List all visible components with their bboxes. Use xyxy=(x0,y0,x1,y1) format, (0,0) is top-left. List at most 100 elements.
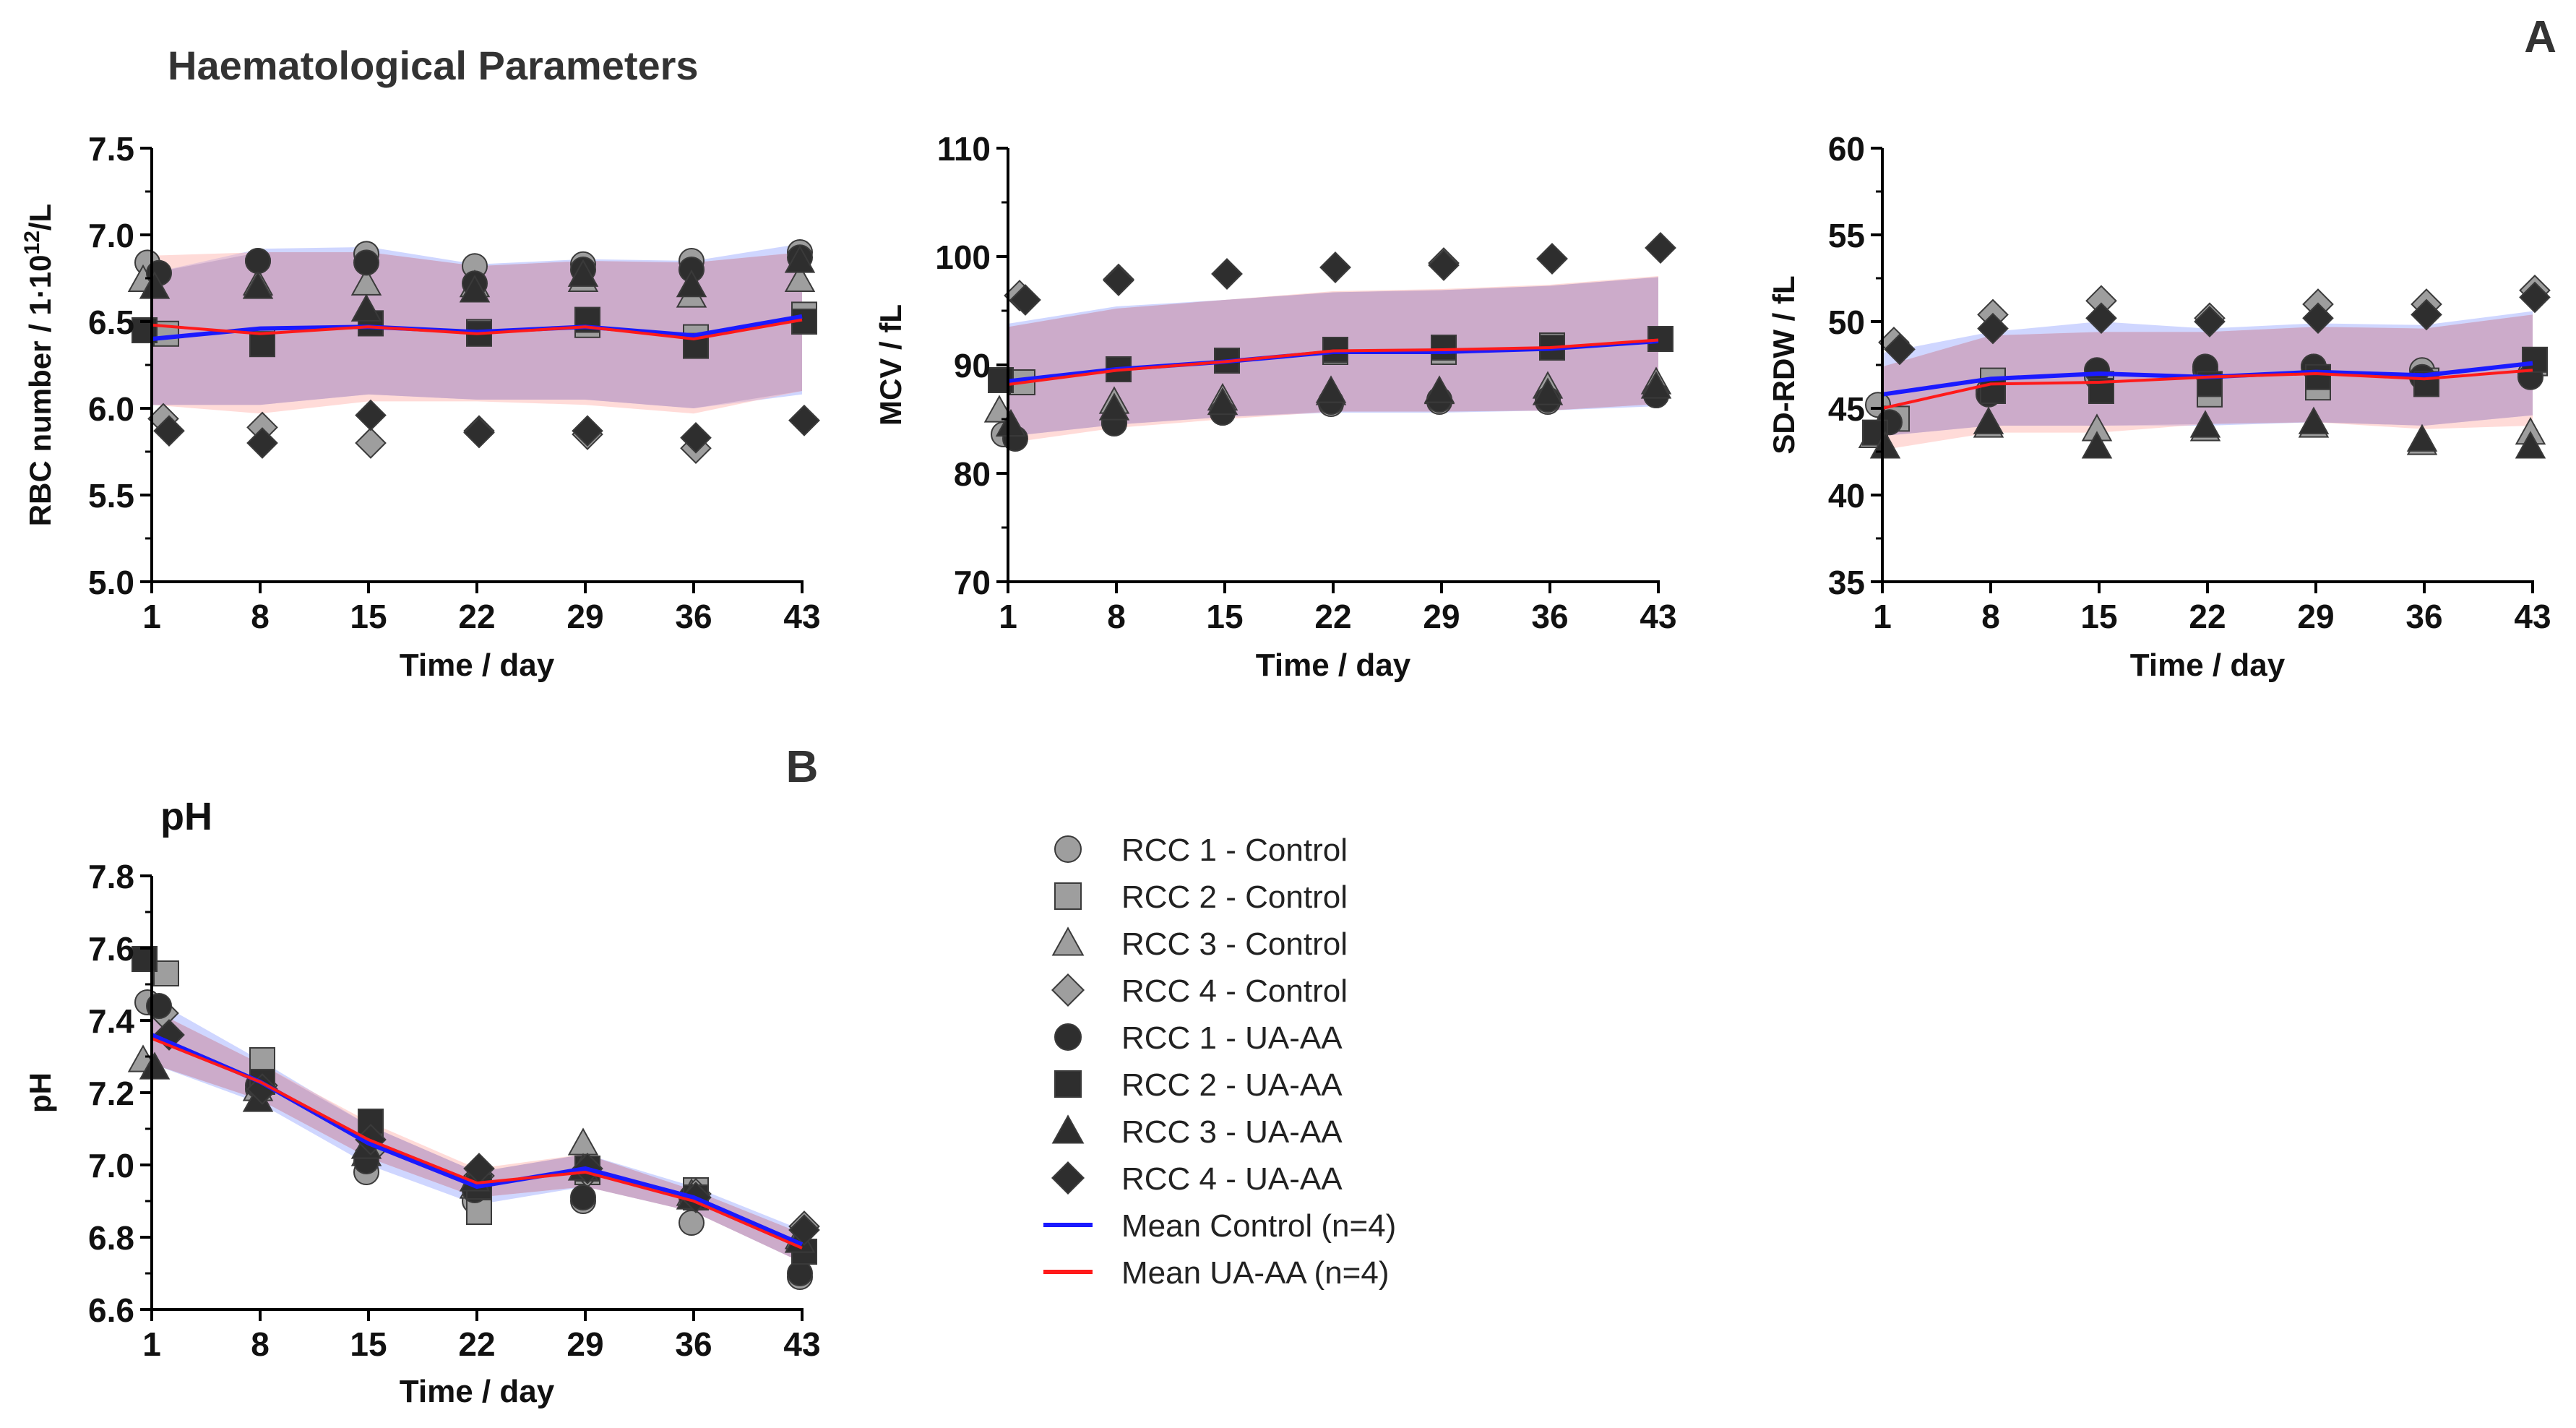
x-tick-label: 36 xyxy=(675,1325,712,1363)
x-tick-label: 8 xyxy=(251,1325,270,1363)
x-tick-label: 29 xyxy=(2297,598,2334,635)
data-point-rcc-1-ua-aa-day-43 xyxy=(787,1260,813,1286)
data-point-rcc-4-ua-aa-day-43 xyxy=(788,1214,820,1246)
x-tick-label: 22 xyxy=(2189,598,2226,635)
y-tick-label: 100 xyxy=(935,238,991,276)
x-tick-label: 1 xyxy=(142,1325,161,1363)
data-point-rcc-3-ua-aa-day-8 xyxy=(242,271,274,299)
legend-item: RCC 3 - UA-AA xyxy=(1051,1114,1343,1150)
x-tick-label: 15 xyxy=(1206,598,1243,635)
x-tick-label: 8 xyxy=(1107,598,1126,635)
y-tick-label: 45 xyxy=(1828,390,1865,428)
x-tick-label: 29 xyxy=(1423,598,1460,635)
legend-item: RCC 1 - UA-AA xyxy=(1054,1020,1343,1056)
data-point-rcc-2-ua-aa-day-29 xyxy=(2305,364,2331,390)
mean-uaaa-line xyxy=(1882,369,2533,410)
data-point-rcc-4-ua-aa-day-36 xyxy=(1536,243,1568,275)
data-point-rcc-3-ua-aa-day-15 xyxy=(1207,387,1239,416)
legend-diamond-swatch xyxy=(1051,1161,1085,1195)
data-point-rcc-2-ua-aa-day-43 xyxy=(1647,326,1673,352)
x-tick-label: 36 xyxy=(2405,598,2442,635)
legend-item: RCC 2 - UA-AA xyxy=(1054,1067,1343,1103)
mean-uaaa-line xyxy=(151,318,803,341)
data-point-rcc-2-ua-aa-day-29 xyxy=(1431,335,1457,361)
data-point-rcc-2-control-day-22 xyxy=(466,1199,492,1225)
legend-square-swatch xyxy=(1054,1070,1082,1098)
legend-item: RCC 4 - UA-AA xyxy=(1051,1161,1343,1197)
y-axis-label: RBC number / 1·1012/L xyxy=(20,204,57,526)
legend-label: RCC 3 - UA-AA xyxy=(1121,1114,1343,1150)
sd-rdw-chart: 35 40 45 50 55 60 1 8 15 22 29 36 43 Time / day SD-RDW… xyxy=(1767,130,2551,683)
y-tick-label: 40 xyxy=(1828,477,1865,515)
data-point-rcc-3-ua-aa-day-36 xyxy=(1532,377,1564,405)
legend-item: RCC 4 - Control xyxy=(1051,973,1348,1009)
data-point-rcc-4-ua-aa-day-29 xyxy=(1428,249,1460,281)
data-point-rcc-4-ua-aa-day-15 xyxy=(355,399,387,431)
data-point-rcc-4-ua-aa-day-1 xyxy=(1884,333,1916,366)
x-tick-label: 1 xyxy=(142,598,161,635)
x-tick-label: 15 xyxy=(2080,598,2117,635)
data-point-rcc-3-ua-aa-day-43 xyxy=(2515,431,2546,459)
legend-circle-swatch xyxy=(1054,835,1082,863)
x-tick-label: 22 xyxy=(458,1325,495,1363)
legend-item: RCC 3 - Control xyxy=(1051,926,1348,962)
y-tick-label: 6.0 xyxy=(88,390,134,428)
data-point-rcc-4-ua-aa-day-15 xyxy=(1211,258,1243,290)
x-tick-label: 8 xyxy=(251,598,270,635)
y-axis-label-superscript: 12 xyxy=(20,231,44,254)
legend-label: RCC 3 - Control xyxy=(1121,926,1348,962)
mcv-chart: 70 80 90 100 110 1 8 15 22 29 36 43 Time / day MCV / … xyxy=(874,130,1677,683)
legend-square-swatch xyxy=(1054,882,1082,910)
y-tick-label: 55 xyxy=(1828,217,1865,254)
data-point-rcc-3-control-day-1 xyxy=(983,395,1015,423)
y-tick-label: 6.6 xyxy=(88,1291,134,1329)
x-tick-label: 43 xyxy=(783,598,820,635)
data-point-rcc-4-ua-aa-day-22 xyxy=(2194,306,2226,337)
data-point-rcc-4-ua-aa-day-29 xyxy=(572,415,603,447)
legend-label: RCC 2 - Control xyxy=(1121,879,1348,915)
legend-item: Mean UA-AA (n=4) xyxy=(1043,1255,1390,1291)
legend-triangle-swatch xyxy=(1051,926,1085,956)
y-axis-label: SD-RDW / fL xyxy=(1767,275,1801,454)
x-axis-label: Time / day xyxy=(1256,648,1411,683)
data-point-rcc-1-ua-aa-day-29 xyxy=(570,1184,596,1210)
data-point-rcc-3-ua-aa-day-22 xyxy=(2189,410,2221,438)
mean-control-line xyxy=(151,314,803,341)
legend-label: Mean Control (n=4) xyxy=(1121,1208,1396,1244)
data-point-rcc-3-ua-aa-day-8 xyxy=(1973,406,2004,434)
data-point-rcc-4-ua-aa-day-8 xyxy=(1977,312,2009,345)
x-tick-label: 36 xyxy=(675,598,712,635)
x-tick-label: 29 xyxy=(567,598,603,635)
data-point-rcc-3-ua-aa-day-29 xyxy=(2298,406,2330,434)
legend-circle-swatch xyxy=(1054,1023,1082,1051)
y-tick-label: 7.5 xyxy=(88,130,134,168)
y-axis-label-main: MCV / fL xyxy=(874,304,908,426)
data-point-rcc-1-control-day-36 xyxy=(679,1210,705,1236)
y-tick-label: 110 xyxy=(937,130,991,168)
data-point-rcc-2-ua-aa-day-43 xyxy=(2522,346,2548,373)
legend-label: RCC 4 - Control xyxy=(1121,973,1348,1009)
data-point-rcc-4-ua-aa-day-15 xyxy=(2085,302,2117,335)
data-point-rcc-4-ua-aa-day-43 xyxy=(788,404,820,436)
y-axis-label: MCV / fL xyxy=(874,304,908,426)
data-point-rcc-3-ua-aa-day-8 xyxy=(1098,392,1130,421)
data-point-rcc-3-ua-aa-day-1 xyxy=(139,271,171,299)
data-point-rcc-4-ua-aa-day-43 xyxy=(2519,281,2551,314)
data-point-rcc-4-ua-aa-day-36 xyxy=(680,421,712,454)
legend-label: RCC 4 - UA-AA xyxy=(1121,1161,1343,1197)
panel-label-a: A xyxy=(2524,12,2556,62)
data-point-rcc-3-ua-aa-day-29 xyxy=(1423,375,1455,403)
mean-uaaa-line xyxy=(151,1037,803,1250)
legend-label: RCC 2 - UA-AA xyxy=(1121,1067,1343,1103)
y-tick-label: 7.4 xyxy=(88,1002,134,1040)
figure-title: Haematological Parameters xyxy=(168,43,699,88)
y-tick-label: 50 xyxy=(1828,304,1865,341)
data-point-rcc-3-control-day-29 xyxy=(567,1127,599,1156)
y-tick-label: 80 xyxy=(954,455,991,493)
y-tick-label: 70 xyxy=(954,564,991,601)
x-tick-label: 43 xyxy=(2514,598,2551,635)
data-point-rcc-4-ua-aa-day-22 xyxy=(463,416,495,449)
legend: RCC 1 - Control RCC 2 - Control RCC 3 - Co… xyxy=(1043,833,1396,1291)
x-tick-label: 36 xyxy=(1531,598,1568,635)
x-tick-label: 43 xyxy=(1640,598,1676,635)
